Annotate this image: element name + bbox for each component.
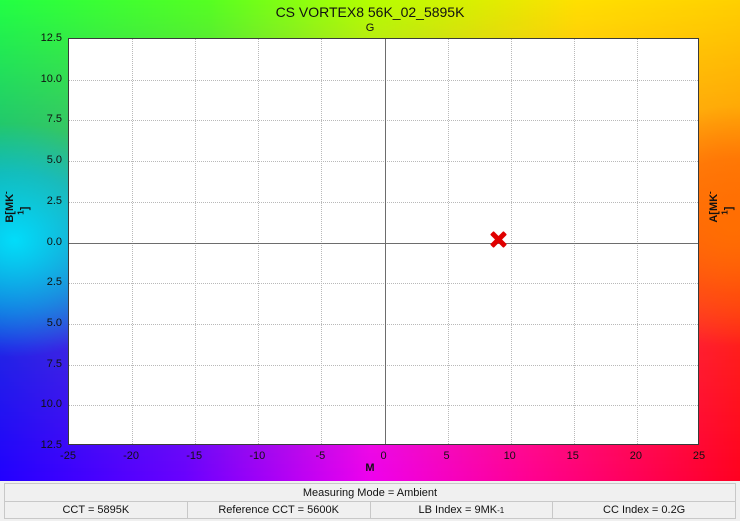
x-tick-label: 10 [503,450,516,462]
y-tick-label: 7.5 [46,357,62,370]
gridline-horizontal [69,201,698,203]
y-tick-label: 10.0 [40,398,62,411]
gridline-horizontal [69,323,698,325]
status-panel: Measuring Mode = Ambient CCT = 5895K Refe… [0,481,740,521]
y-tick-label: 2.5 [46,276,62,289]
y-tick-label: 2.5 [46,194,62,207]
y-tick-label: 12.5 [40,439,62,451]
chart-panel: CS VORTEX8 56K_02_5895K G M B[MK-1] A[MK… [0,0,740,481]
x-tick-label: -10 [249,450,266,462]
x-tick-label: -25 [60,450,76,462]
gridline-vertical [447,39,449,444]
x-tick-label: 5 [443,450,450,462]
plot-area[interactable] [68,38,699,445]
gridline-vertical [510,39,512,444]
status-cell: Reference CCT = 5600K [187,502,371,519]
gridline-horizontal [69,120,698,122]
x-tick-label: 15 [566,450,579,462]
gridline-vertical [573,39,575,444]
y-tick-label: 7.5 [46,113,62,126]
measurement-marker [489,230,507,248]
index-row: CCT = 5895K Reference CCT = 5600K LB Index… [4,502,736,519]
gridline-horizontal [69,364,698,366]
measuring-mode-row: Measuring Mode = Ambient [4,483,736,502]
x-tick-label: 20 [629,450,643,462]
y-tick-label: 10.0 [40,72,62,85]
x-tick-label: -15 [186,450,203,462]
gridline-horizontal [69,161,698,163]
status-cell: LB Index = 9MK -1 [370,502,554,519]
gridline-horizontal [69,405,698,407]
gridline-vertical [636,39,638,444]
x-tick-label: -20 [123,450,140,462]
axis-label-g: G [365,22,375,34]
status-cell: CC Index = 0.2G [553,502,736,519]
axis-label-m: M [365,462,375,474]
gridline-vertical [258,39,260,444]
y-tick-label: 0.0 [46,235,62,248]
y-tick-label: 12.5 [40,32,62,44]
chart-title: CS VORTEX8 56K_02_5895K [275,4,465,20]
zero-line-horizontal [69,242,698,244]
gridline-vertical [321,39,323,444]
x-tick-label: 0 [380,450,387,462]
gridline-horizontal [69,79,698,81]
x-tick-label: 25 [692,450,706,462]
axis-label-a: A[MK-1] [705,191,735,223]
gridline-vertical [132,39,134,444]
y-tick-label: 5.0 [46,154,62,167]
gridline-horizontal [69,283,698,285]
status-cell: CCT = 5895K [4,502,188,519]
y-tick-label: 5.0 [46,316,62,329]
x-tick-label: -5 [315,450,326,462]
zero-line-vertical [384,39,386,444]
gridline-vertical [195,39,197,444]
